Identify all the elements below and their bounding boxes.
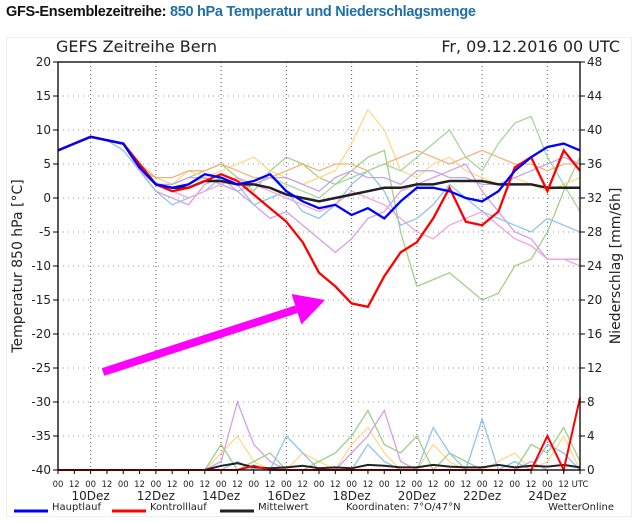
ensemble-member-line: [57, 136, 580, 179]
y-right-axis-label: Niederschlag [mm/6h]: [608, 188, 624, 345]
legend-mean: Mittelwert: [258, 502, 309, 513]
x-hour-label: UTC: [572, 480, 589, 490]
x-hour-label: 12: [297, 480, 308, 490]
x-hour-label: 12: [428, 480, 439, 490]
x-hour-label: 00: [183, 480, 194, 490]
x-hour-label: 00: [542, 480, 553, 490]
legend-control: Kontrolllauf: [150, 502, 207, 513]
x-day-label: 12Dez: [137, 489, 175, 503]
ensemble-precip-line: [58, 416, 581, 472]
x-day-label: 18Dez: [333, 489, 371, 503]
y-axis-label: Temperatur 850 hPa [°C]: [10, 179, 26, 353]
run-time: Fr, 09.12.2016 00 UTC: [441, 37, 620, 56]
y-right-tick-label: 16: [587, 327, 602, 341]
y-right-tick-label: 24: [587, 259, 602, 273]
x-hour-label: 00: [281, 480, 292, 490]
y-right-tick-label: 48: [587, 55, 602, 69]
x-hour-label: 12: [134, 480, 145, 490]
ensemble-precip-line: [58, 426, 581, 471]
x-hour-label: 00: [216, 480, 227, 490]
x-hour-label: 12: [265, 480, 276, 490]
y-tick-label: 5: [43, 157, 51, 171]
x-hour-label: 12: [558, 480, 569, 490]
x-hour-label: 00: [314, 480, 325, 490]
x-hour-label: 12: [493, 480, 504, 490]
legend-main: Hauptlauf: [52, 502, 101, 513]
y-tick-label: -40: [31, 463, 51, 477]
y-tick-label: -5: [39, 225, 51, 239]
main-run-line: [57, 135, 581, 220]
y-tick-label: 0: [43, 191, 51, 205]
plot-frame: [57, 61, 581, 471]
brand: WetterOnline: [548, 502, 614, 513]
x-day-label: 20Dez: [398, 489, 436, 503]
x-day-label: 16Dez: [267, 489, 305, 503]
y-right-tick-label: 4: [587, 429, 595, 443]
heading-prefix: GFS-Ensemblezeitreihe:: [6, 4, 167, 20]
annotation-arrow-head: [291, 294, 325, 325]
y-right-tick-label: 36: [587, 157, 602, 171]
x-hour-label: 12: [363, 480, 374, 490]
x-hour-label: 00: [379, 480, 390, 490]
x-hour-label: 00: [53, 480, 64, 490]
page-heading: GFS-Ensemblezeitreihe: 850 hPa Temperatu…: [6, 4, 476, 20]
control-run-line: [57, 135, 581, 309]
x-hour-label: 12: [167, 480, 178, 490]
x-hour-label: 00: [118, 480, 129, 490]
x-hour-label: 12: [460, 480, 471, 490]
y-right-tick-label: 20: [587, 293, 602, 307]
legend: Hauptlauf Kontrolllauf Mittelwert Koordi…: [14, 502, 614, 513]
y-tick-label: -10: [31, 259, 51, 273]
x-hour-label: 12: [199, 480, 210, 490]
x-day-label: 14Dez: [202, 489, 240, 503]
coordinates: Koordinaten: 7°O/47°N: [346, 502, 461, 513]
y-tick-label: -15: [31, 293, 51, 307]
y-tick-label: -20: [31, 327, 51, 341]
x-day-label: 10Dez: [72, 489, 110, 503]
y-right-tick-label: 12: [587, 361, 602, 375]
x-hour-label: 00: [346, 480, 357, 490]
x-hour-label: 12: [69, 480, 80, 490]
x-hour-label: 00: [248, 480, 259, 490]
ensemble-member-line: [57, 136, 581, 267]
y-right-tick-label: 32: [587, 191, 602, 205]
ensemble-precip-line: [58, 409, 581, 472]
x-hour-label: 00: [477, 480, 488, 490]
x-hour-label: 12: [526, 480, 537, 490]
x-hour-label: 12: [102, 480, 113, 490]
x-hour-label: 00: [444, 480, 455, 490]
x-day-label: 22Dez: [463, 489, 501, 503]
y-right-tick-label: 0: [587, 463, 595, 477]
y-tick-label: 10: [36, 123, 51, 137]
y-right-tick-label: 8: [587, 395, 595, 409]
x-hour-label: 00: [150, 480, 161, 490]
x-hour-label: 12: [232, 480, 243, 490]
x-day-label: 24Dez: [528, 489, 566, 503]
y-tick-label: 20: [36, 55, 51, 69]
x-hour-label: 12: [330, 480, 341, 490]
y-right-tick-label: 44: [587, 89, 602, 103]
x-hour-label: 00: [85, 480, 96, 490]
x-hour-label: 00: [411, 480, 422, 490]
y-tick-label: 15: [36, 89, 51, 103]
y-right-tick-label: 28: [587, 225, 602, 239]
annotation-arrow-shaft: [101, 305, 298, 376]
ensemble-member-line: [57, 108, 581, 192]
x-hour-label: 00: [509, 480, 520, 490]
y-right-tick-label: 40: [587, 123, 602, 137]
heading-title: 850 hPa Temperatur und Niederschlagsmeng…: [169, 4, 476, 20]
x-hour-label: 12: [395, 480, 406, 490]
y-tick-label: -35: [31, 429, 51, 443]
chart-panel: [6, 37, 632, 517]
y-tick-label: -25: [31, 361, 51, 375]
y-tick-label: -30: [31, 395, 51, 409]
chart-title: GEFS Zeitreihe Bern: [56, 37, 217, 56]
